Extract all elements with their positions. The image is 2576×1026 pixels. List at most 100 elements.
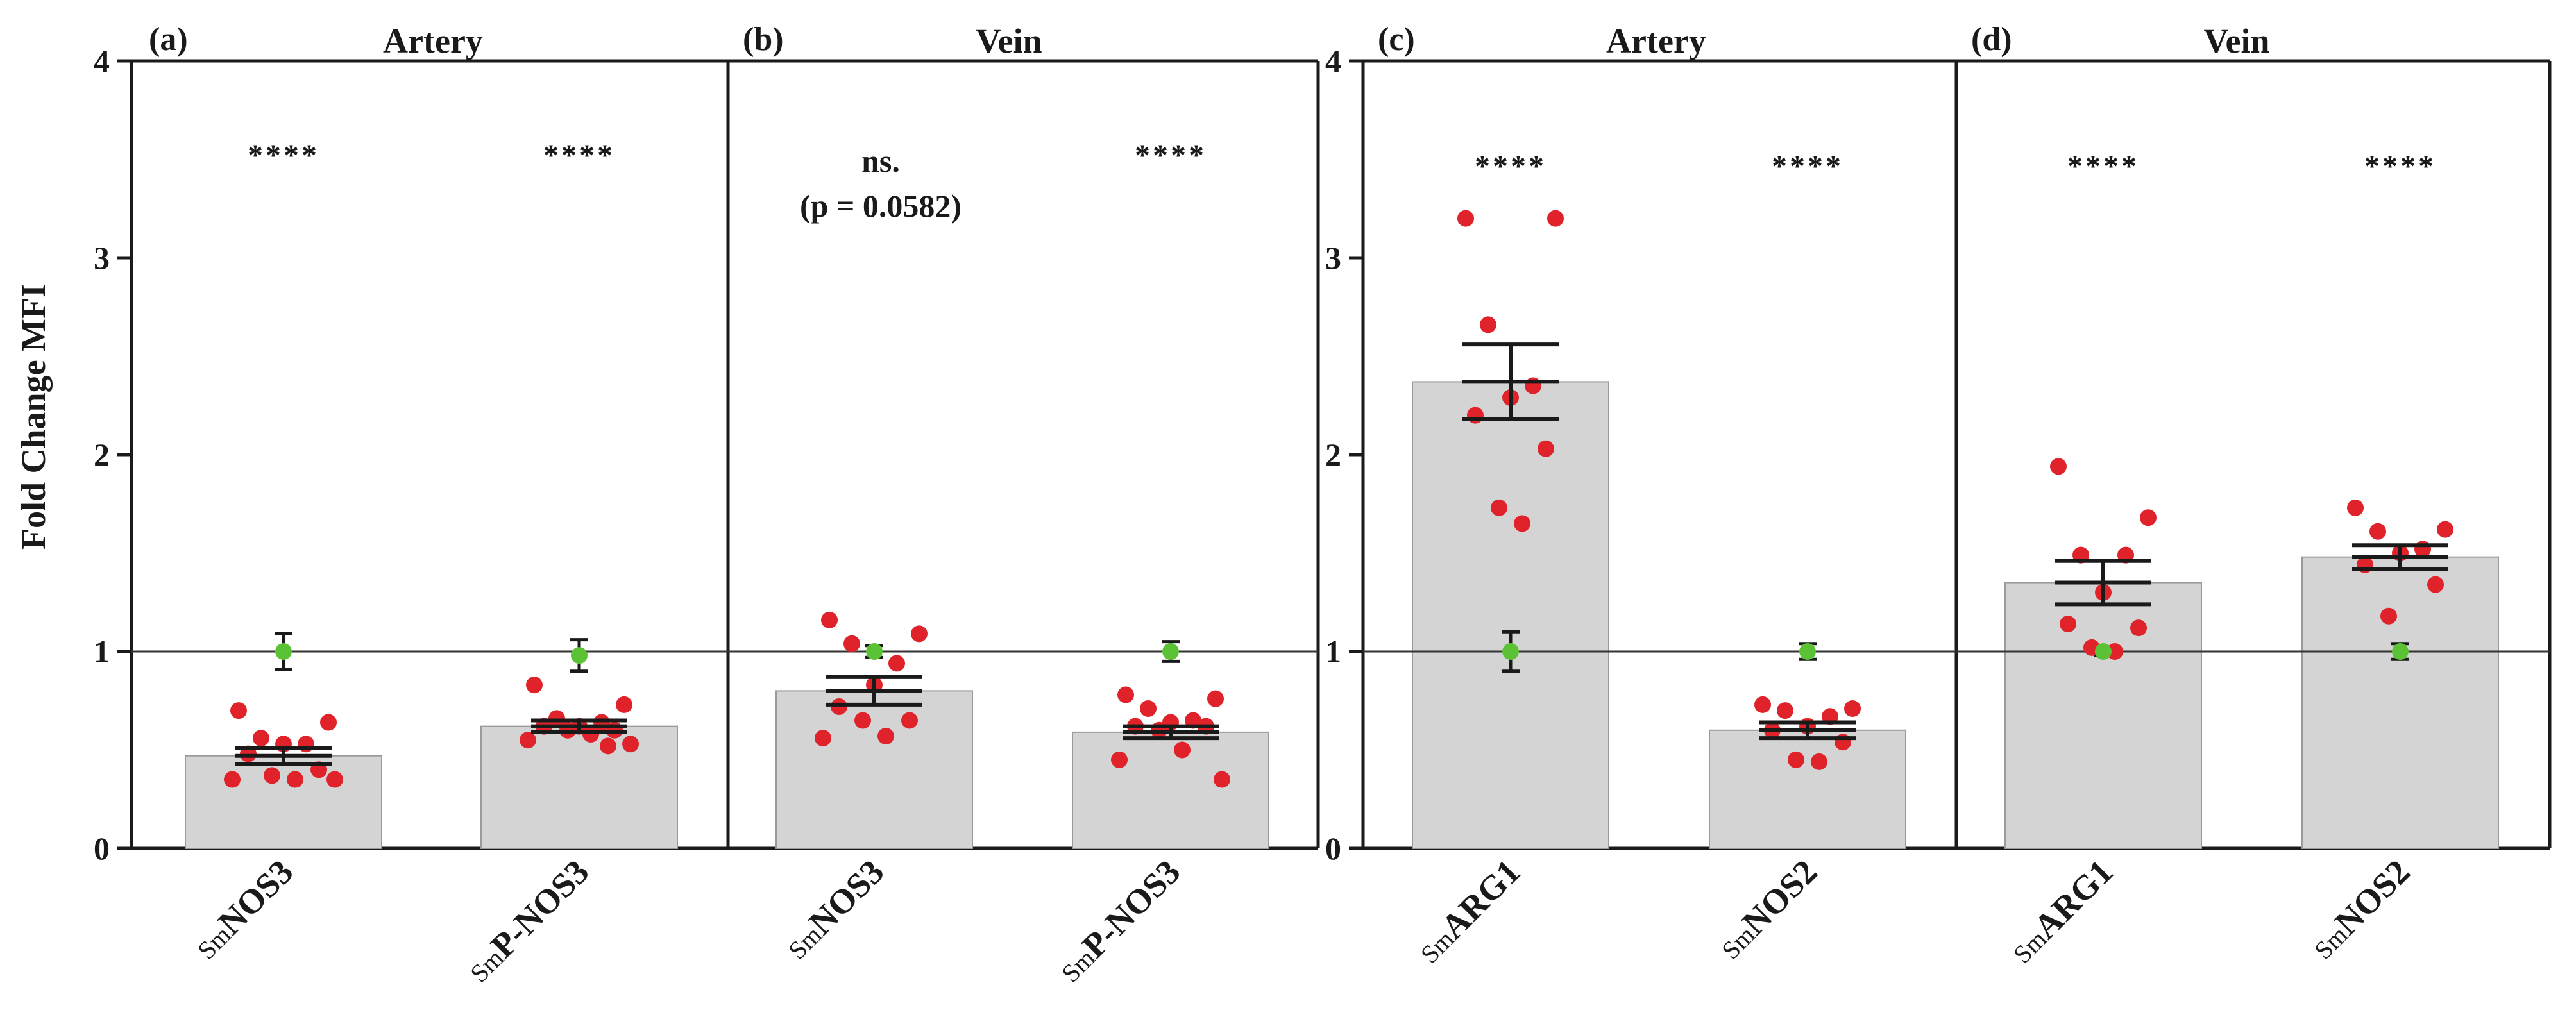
y-tick-label: 4 [94,43,110,79]
x-category-label: SmNOS3 [187,852,301,966]
panel-letter: (c) [1378,21,1415,58]
category-name: P-NOS3 [483,852,596,965]
category-name: NOS3 [210,852,300,942]
chart-right: 0 1 2 3 4 (c) Artery (d) Vein **** SmARG1 **** SmNOS… [1325,21,2552,970]
data-point [2050,458,2067,475]
bar [1412,381,1609,849]
data-point [1538,440,1554,457]
data-point [843,635,860,652]
y-tick-label: 1 [94,634,110,669]
data-point [1547,210,1564,227]
data-point [831,698,847,715]
data-point [888,655,905,672]
data-point [1214,771,1230,788]
control-point [866,643,883,660]
data-point [582,725,599,743]
data-point [2060,616,2076,633]
data-point [2437,521,2453,538]
data-point [1207,690,1224,707]
category-name: P-NOS3 [1074,852,1187,965]
data-point [600,737,616,755]
bar [1709,729,1906,850]
control-point [1799,643,1816,660]
data-point [821,611,838,628]
data-point [1491,499,1507,516]
category-name: NOS2 [1734,852,1824,942]
x-category-label: SmARG1 [2002,852,2120,970]
control-point [275,643,292,660]
bar [480,725,678,850]
data-point [548,710,565,727]
panel-letter: (a) [149,21,188,58]
data-point [287,771,303,788]
control-point [571,647,588,664]
y-tick-label: 3 [94,240,110,276]
p-value-label: (p = 0.0582) [800,188,962,224]
category-name: NOS3 [801,852,891,942]
y-axis-label: Fold Change MFI [14,284,53,550]
data-point [854,712,871,729]
data-point [2369,523,2386,540]
data-point [2140,509,2157,526]
data-point [911,625,928,643]
chart-left: 0 1 2 3 4 (a) Artery (b) Vein **** SmNOS3 **** SmP-N… [94,21,1320,989]
bar [185,755,382,849]
data-point [326,771,343,788]
data-point [520,732,536,749]
significance-label: **** [1475,149,1546,183]
data-point [1117,686,1134,703]
significance-label: **** [543,139,615,172]
category-name: ARG1 [2026,852,2120,946]
x-category-label: SmARG1 [1409,852,1527,970]
data-point [1811,753,1827,770]
data-point [264,767,280,784]
significance-label: **** [1772,149,1843,183]
data-point [1480,316,1496,333]
control-point [2095,643,2112,660]
y-tick-label: 3 [1325,240,1341,276]
significance-label: ns. [861,143,900,179]
control-point [1502,643,1519,660]
data-point [2427,576,2444,593]
bar [2301,556,2499,849]
data-point [616,696,632,713]
data-point [2347,499,2364,516]
panel-title: Vein [2203,22,2269,60]
data-point [230,702,247,719]
data-point [1844,700,1861,718]
data-point [2380,607,2397,625]
y-tick-label: 2 [1325,437,1341,473]
bar [1072,731,1269,849]
x-category-label: SmNOS2 [2303,852,2418,966]
y-tick-label: 0 [1325,830,1341,866]
data-point [877,728,894,745]
category-name: NOS2 [2327,852,2417,942]
data-point [1140,700,1157,718]
bar [2004,582,2202,849]
y-tick-label: 2 [94,437,110,473]
y-tick-label: 1 [1325,634,1341,669]
control-point [1162,643,1179,660]
x-category-label: SmP-NOS3 [459,852,597,989]
data-point [253,730,269,747]
panel-title: Artery [383,22,483,60]
data-point [2106,643,2123,660]
data-point [901,712,918,729]
x-category-label: SmNOS2 [1711,852,1825,966]
data-point [526,677,543,694]
data-point [224,771,241,788]
data-point [1754,696,1771,713]
data-point [1788,751,1804,768]
significance-label: **** [248,139,319,172]
significance-label: **** [1135,139,1207,172]
data-point [1514,515,1530,532]
x-category-label: SmP-NOS3 [1051,852,1188,989]
data-point [320,714,337,731]
data-point [815,730,831,747]
data-point [622,736,639,753]
category-name: ARG1 [1434,852,1527,946]
panel-letter: (d) [1971,21,2012,58]
y-tick-label: 0 [94,830,110,866]
panel-title: Artery [1606,22,1706,60]
y-tick-label: 4 [1325,43,1341,79]
